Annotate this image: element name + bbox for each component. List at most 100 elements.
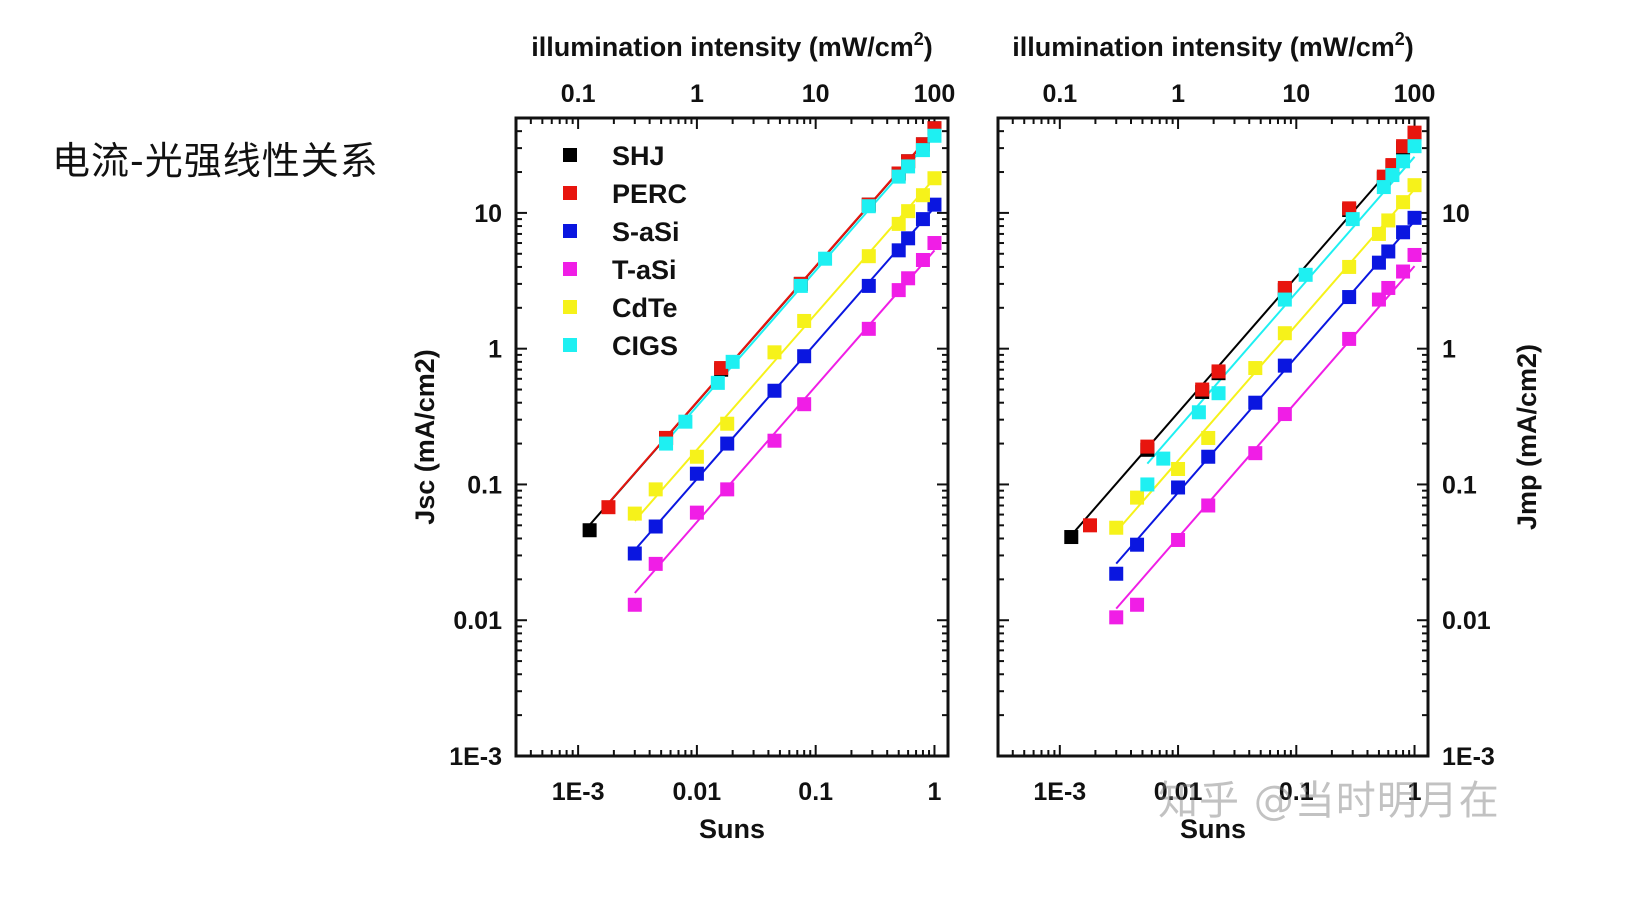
legend-marker [563,300,577,314]
legend-label: CdTe [612,293,678,323]
data-point [1156,451,1171,466]
data-point [1248,446,1263,461]
y-tick-label: 1E-3 [1442,743,1495,771]
data-point [818,251,833,266]
series-s-asi [627,197,942,561]
x-tick-label: 0.01 [673,778,722,806]
chart-panel-2: 1E-3 0.01 0.1 1 0.1 1 10 100 1E-3 0.01 0.1 1 10 Suns i… [996,29,1542,844]
series-cigs [659,128,942,451]
y-tick-label: 1 [1442,336,1456,364]
y-axis-title: Jsc (mA/cm2) [410,349,440,525]
legend-label: PERC [612,179,687,209]
data-point [1248,395,1263,410]
data-point [901,231,916,246]
x2-axis-title: illumination intensity (mW/cm2) [1012,29,1414,62]
data-point [1248,361,1263,376]
data-point [915,143,930,158]
data-point [767,345,782,360]
data-point [725,354,740,369]
y-tick-label: 10 [1442,200,1470,228]
data-point [1396,195,1411,210]
data-point [927,128,942,143]
fit-line-cdte [1115,188,1416,533]
data-point [648,482,663,497]
data-point [1342,259,1357,274]
data-point [1298,267,1313,282]
data-point [1376,180,1391,195]
data-point [1407,247,1422,262]
fit-line-s-asi [634,206,936,551]
data-point [927,197,942,212]
data-point [714,361,729,376]
x-tick-label: 1E-3 [552,778,605,806]
fit-line-t-asi [1115,265,1416,610]
x2-tick-label: 1 [1171,80,1185,108]
data-point [678,414,693,429]
y-tick-label: 0.1 [467,471,502,499]
legend-marker [563,224,577,238]
data-point [861,321,876,336]
series-t-asi [627,236,942,612]
data-point [1396,225,1411,240]
x-tick-label: 0.1 [1279,778,1314,806]
series-cigs [1140,139,1422,492]
data-point [720,436,735,451]
series-t-asi [1109,247,1422,625]
data-point [891,243,906,258]
fit-line-shj [1070,140,1416,536]
series-s-asi [1109,210,1422,581]
data-point [1371,226,1386,241]
data-points [582,121,942,612]
data-point [1201,430,1216,445]
x2-tick-label: 0.1 [1042,80,1077,108]
x2-axis-title: illumination intensity (mW/cm2) [531,29,933,62]
data-point [1371,292,1386,307]
data-point [1381,280,1396,295]
legend-marker [563,262,577,276]
tick-marks [515,117,948,757]
data-point [1171,532,1186,547]
fit-line-cdte [634,177,936,522]
x2-tick-label: 1 [690,80,704,108]
data-point [689,466,704,481]
x2-axis-title-main: illumination intensity (mW/cm [531,32,914,62]
data-point [1381,244,1396,259]
series-cdte [1109,178,1422,535]
data-point [861,278,876,293]
data-point [1381,213,1396,228]
y-tick-label: 10 [474,200,502,228]
data-point [1130,537,1145,552]
data-point [1371,255,1386,270]
data-point [1191,405,1206,420]
x2-axis-title-end: ) [924,32,933,62]
fit-line-t-asi [634,249,936,594]
y-tick-label: 1E-3 [449,743,502,771]
data-point [689,505,704,520]
data-point [767,383,782,398]
data-point [627,506,642,521]
legend-label: T-aSi [612,255,677,285]
legend-marker [563,186,577,200]
data-point [891,216,906,231]
data-point [901,271,916,286]
series-perc [1083,125,1422,533]
data-point [582,523,597,538]
data-point [1130,597,1145,612]
x2-tick-label: 100 [1394,80,1436,108]
data-point [689,449,704,464]
x-tick-label: 0.1 [798,778,833,806]
data-point [1171,480,1186,495]
fit-lines [1070,140,1416,610]
tick-marks [997,117,1428,757]
data-point [1407,178,1422,193]
data-point [1109,520,1124,535]
data-point [627,597,642,612]
data-point [793,278,808,293]
y-tick-label: 0.01 [453,607,502,635]
data-point [767,433,782,448]
legend-label: SHJ [612,141,665,171]
legend-marker [563,338,577,352]
data-point [720,416,735,431]
x2-axis-title-sup: 2 [914,29,924,49]
